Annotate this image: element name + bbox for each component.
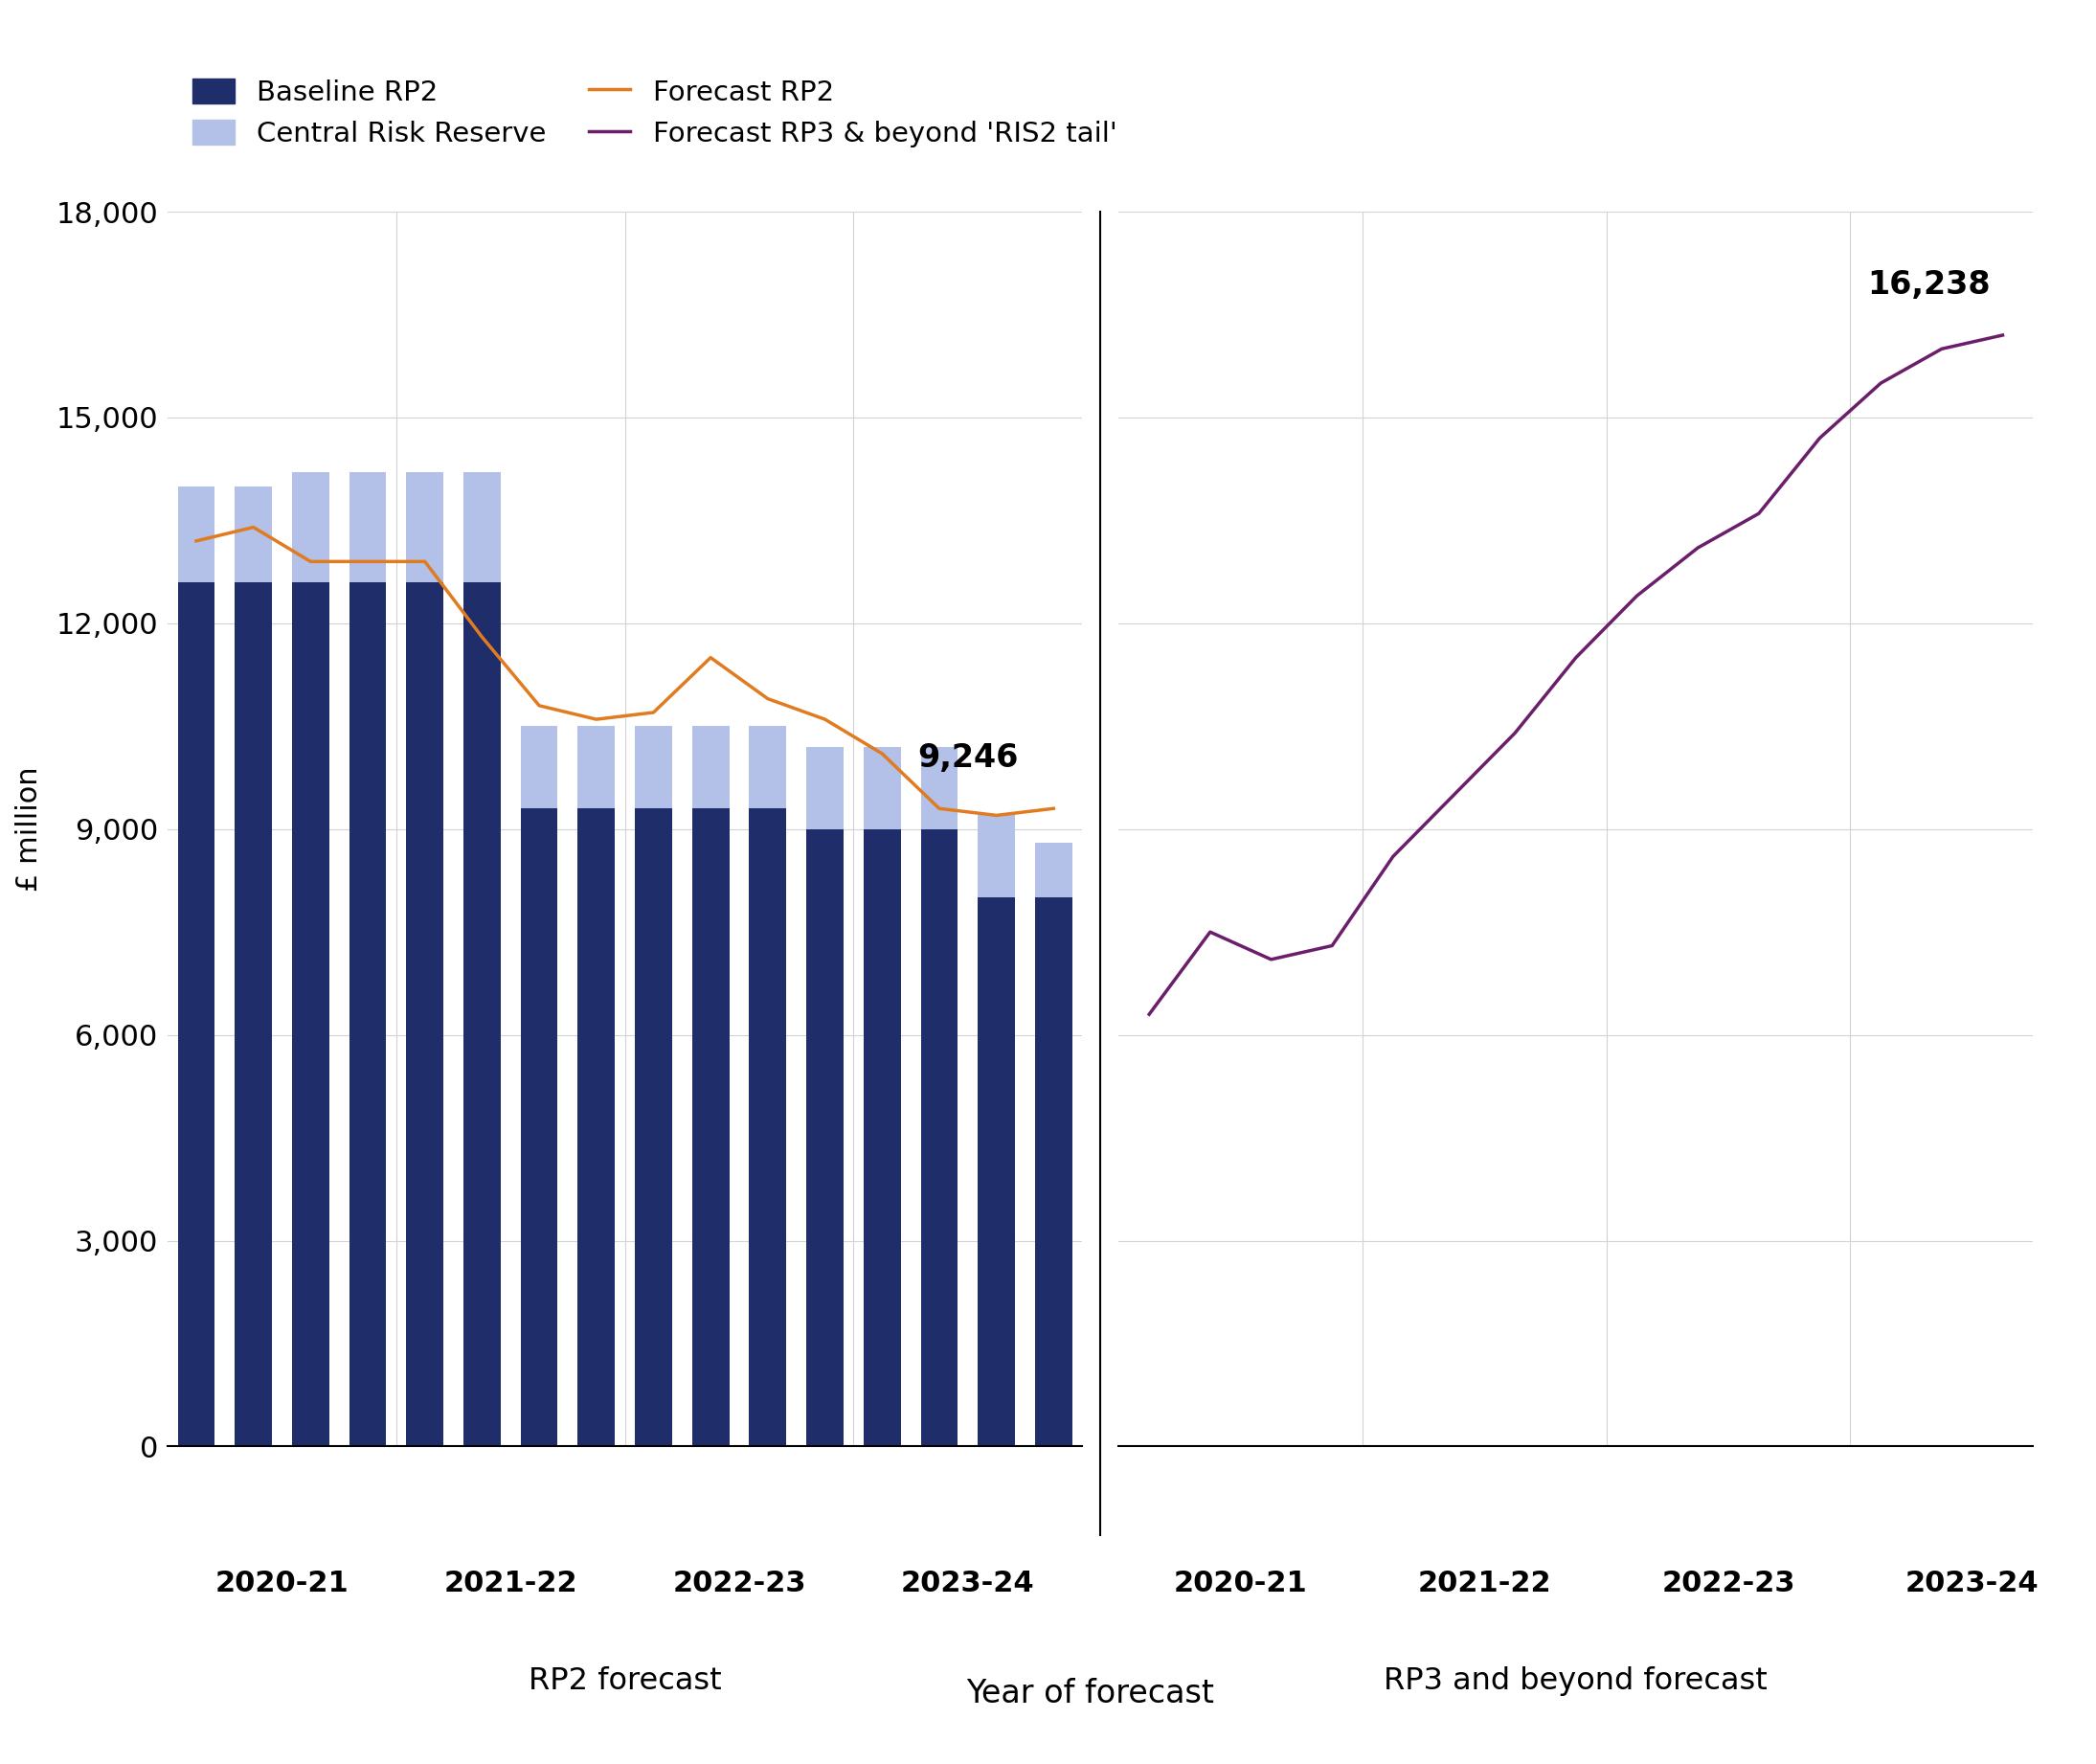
- Text: 2022-23: 2022-23: [673, 1570, 807, 1598]
- Bar: [350, 473, 386, 582]
- Bar: [807, 746, 843, 829]
- Bar: [692, 808, 729, 1446]
- Bar: [178, 582, 214, 1446]
- Legend: Baseline RP2, Central Risk Reserve, Forecast RP2, Forecast RP3 & beyond 'RIS2 ta: Baseline RP2, Central Risk Reserve, Fore…: [182, 67, 1128, 159]
- Bar: [748, 808, 786, 1446]
- Bar: [1035, 843, 1073, 898]
- Bar: [578, 808, 614, 1446]
- Text: 2021-22: 2021-22: [1417, 1570, 1551, 1598]
- Bar: [979, 815, 1014, 898]
- Bar: [235, 582, 272, 1446]
- Bar: [463, 473, 501, 582]
- Text: 2023-24: 2023-24: [901, 1570, 1035, 1598]
- Bar: [807, 829, 843, 1446]
- Bar: [635, 727, 673, 808]
- Text: 9,246: 9,246: [918, 743, 1019, 774]
- Bar: [178, 487, 214, 582]
- Text: 2021-22: 2021-22: [444, 1570, 576, 1598]
- Bar: [635, 808, 673, 1446]
- Bar: [864, 746, 901, 829]
- Bar: [692, 727, 729, 808]
- Text: 2020-21: 2020-21: [216, 1570, 348, 1598]
- Bar: [1035, 898, 1073, 1446]
- Bar: [291, 582, 329, 1446]
- Bar: [520, 727, 558, 808]
- Text: 16,238: 16,238: [1868, 270, 1991, 300]
- Bar: [235, 487, 272, 582]
- Y-axis label: £ million: £ million: [15, 767, 42, 891]
- Bar: [864, 829, 901, 1446]
- Bar: [463, 582, 501, 1446]
- Bar: [748, 727, 786, 808]
- Text: RP3 and beyond forecast: RP3 and beyond forecast: [1383, 1665, 1767, 1695]
- Bar: [578, 727, 614, 808]
- Bar: [979, 898, 1014, 1446]
- Text: RP2 forecast: RP2 forecast: [528, 1665, 721, 1695]
- Text: Year of forecast: Year of forecast: [966, 1678, 1214, 1709]
- Text: 2022-23: 2022-23: [1662, 1570, 1794, 1598]
- Bar: [920, 829, 958, 1446]
- Text: 2020-21: 2020-21: [1174, 1570, 1308, 1598]
- Bar: [407, 473, 444, 582]
- Bar: [920, 746, 958, 829]
- Bar: [350, 582, 386, 1446]
- Bar: [520, 808, 558, 1446]
- Text: 2023-24: 2023-24: [1905, 1570, 2039, 1598]
- Bar: [407, 582, 444, 1446]
- Bar: [291, 473, 329, 582]
